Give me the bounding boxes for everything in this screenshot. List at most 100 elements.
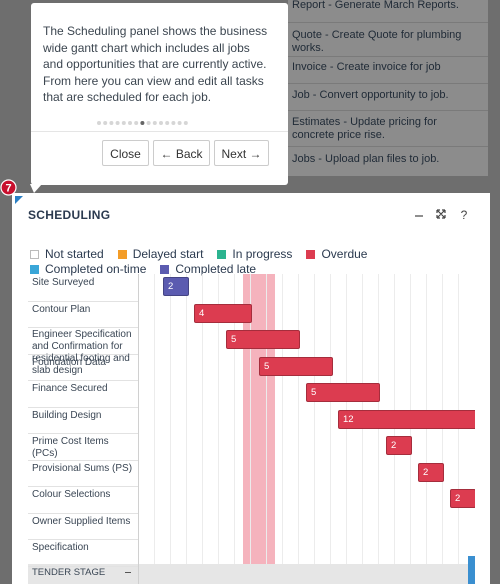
task-item[interactable]: Estimates - Update pricing for concrete … <box>292 116 437 141</box>
panel-controls: ? <box>415 208 468 222</box>
back-button[interactable]: ← Back <box>153 140 210 166</box>
row-line <box>28 486 138 487</box>
row-line <box>28 380 138 381</box>
grid-line <box>282 274 283 564</box>
legend: Not started Delayed start In progress Overd… <box>30 247 470 277</box>
grid-line <box>186 274 187 564</box>
legend-item: Completed on-time <box>30 262 146 277</box>
step-badge: 7 <box>0 179 17 196</box>
task-name: Owner Supplied Items <box>32 515 131 527</box>
task-name: Colour Selections <box>32 489 111 500</box>
legend-item: Not started <box>30 247 104 262</box>
grid-line <box>330 274 331 564</box>
dot <box>171 121 176 125</box>
legend-item: Delayed start <box>117 247 203 262</box>
dot <box>140 121 145 125</box>
dot <box>121 121 126 125</box>
dot <box>128 121 132 125</box>
column-divider <box>138 274 139 564</box>
separator <box>288 146 488 147</box>
row-line <box>28 406 138 408</box>
task-item[interactable]: Invoice - Create invoice for job <box>292 61 441 73</box>
dot <box>134 121 139 125</box>
legend-item: Overdue <box>306 247 367 262</box>
divider <box>31 131 288 132</box>
task-name: Building Design <box>32 409 102 421</box>
corner-marker <box>15 196 23 204</box>
help-icon[interactable]: ? <box>461 208 468 222</box>
step-number: 7 <box>5 183 11 195</box>
row-line <box>28 327 138 328</box>
task-name: Specification <box>32 542 89 553</box>
dot <box>165 121 170 125</box>
dot <box>177 121 182 125</box>
tooltip-text: The Scheduling panel shows the business … <box>43 24 268 104</box>
row-line <box>28 512 138 514</box>
task-name: Provisional Sums (PS) <box>32 462 133 474</box>
tooltip-arrow <box>30 184 42 193</box>
row-line <box>28 459 138 461</box>
legend-label: Completed on-time <box>45 262 147 276</box>
grid-line <box>202 274 203 564</box>
task-name: Prime Cost Items (PCs) <box>32 436 109 459</box>
task-name: Engineer Specification and Confirmation … <box>32 329 132 376</box>
legend-swatch <box>30 265 39 274</box>
dot <box>115 121 120 125</box>
task-bar[interactable]: 2 <box>418 462 444 482</box>
task-item[interactable]: Quote - Create Quote for plumbing works. <box>292 29 462 54</box>
row-line <box>28 539 138 540</box>
task-item[interactable]: Report - Generate March Reports. <box>292 0 459 11</box>
grid-line <box>298 274 299 564</box>
grid-line <box>218 274 219 564</box>
separator <box>288 22 488 23</box>
dot <box>159 121 163 125</box>
task-name: Finance Secured <box>32 383 108 394</box>
task-bar[interactable]: 2 <box>163 277 189 296</box>
legend-swatch <box>117 250 127 259</box>
grid-line <box>266 274 267 564</box>
task-bar[interactable]: 5 <box>259 356 333 376</box>
legend-item: In progress <box>217 247 292 262</box>
task-name: Contour Plan <box>32 303 91 315</box>
gantt-chart: TENDER STAGE Site Surveyed 2 Contour Plan 4… <box>28 274 475 584</box>
task-bar[interactable]: 2 <box>386 436 412 455</box>
task-item[interactable]: Jobs - Upload plan files to job. <box>292 153 440 165</box>
scheduling-panel: SCHEDULING ? Not started Delayed start In … <box>12 193 490 584</box>
collapse-icon[interactable] <box>125 572 131 573</box>
task-bar[interactable]: 4 <box>194 303 252 323</box>
grid-line <box>154 274 155 564</box>
pagination-dots <box>97 121 188 125</box>
legend-swatch <box>160 265 170 274</box>
legend-swatch <box>217 250 227 259</box>
row-line <box>28 433 138 434</box>
dot <box>97 121 101 125</box>
task-bar[interactable]: 2 <box>450 489 475 508</box>
group-row: TENDER STAGE <box>28 564 468 584</box>
row-line <box>28 565 138 567</box>
column-divider <box>138 564 139 584</box>
grid-line <box>314 274 315 564</box>
dot <box>146 121 151 125</box>
legend-swatch <box>30 250 39 259</box>
legend-label: Not started <box>45 247 104 261</box>
dot <box>103 121 108 125</box>
separator <box>288 110 488 111</box>
group-label: TENDER STAGE <box>32 567 106 578</box>
task-item[interactable]: Job - Convert opportunity to job. <box>292 89 449 101</box>
legend-swatch <box>306 250 316 259</box>
grid-line <box>170 274 171 564</box>
row-line <box>28 300 138 302</box>
task-bar[interactable]: 12 <box>338 409 475 429</box>
close-button[interactable]: Close <box>102 140 149 166</box>
separator <box>288 56 488 57</box>
task-bar[interactable]: 5 <box>226 330 300 349</box>
scrollbar[interactable] <box>468 556 475 584</box>
tour-tooltip: The Scheduling panel shows the business … <box>31 3 288 185</box>
grid-line <box>250 274 251 564</box>
separator <box>288 83 488 84</box>
next-button[interactable]: Next → <box>214 140 269 166</box>
task-bar[interactable]: 5 <box>306 383 380 402</box>
expand-icon[interactable] <box>436 209 446 219</box>
legend-label: Overdue <box>321 247 368 261</box>
